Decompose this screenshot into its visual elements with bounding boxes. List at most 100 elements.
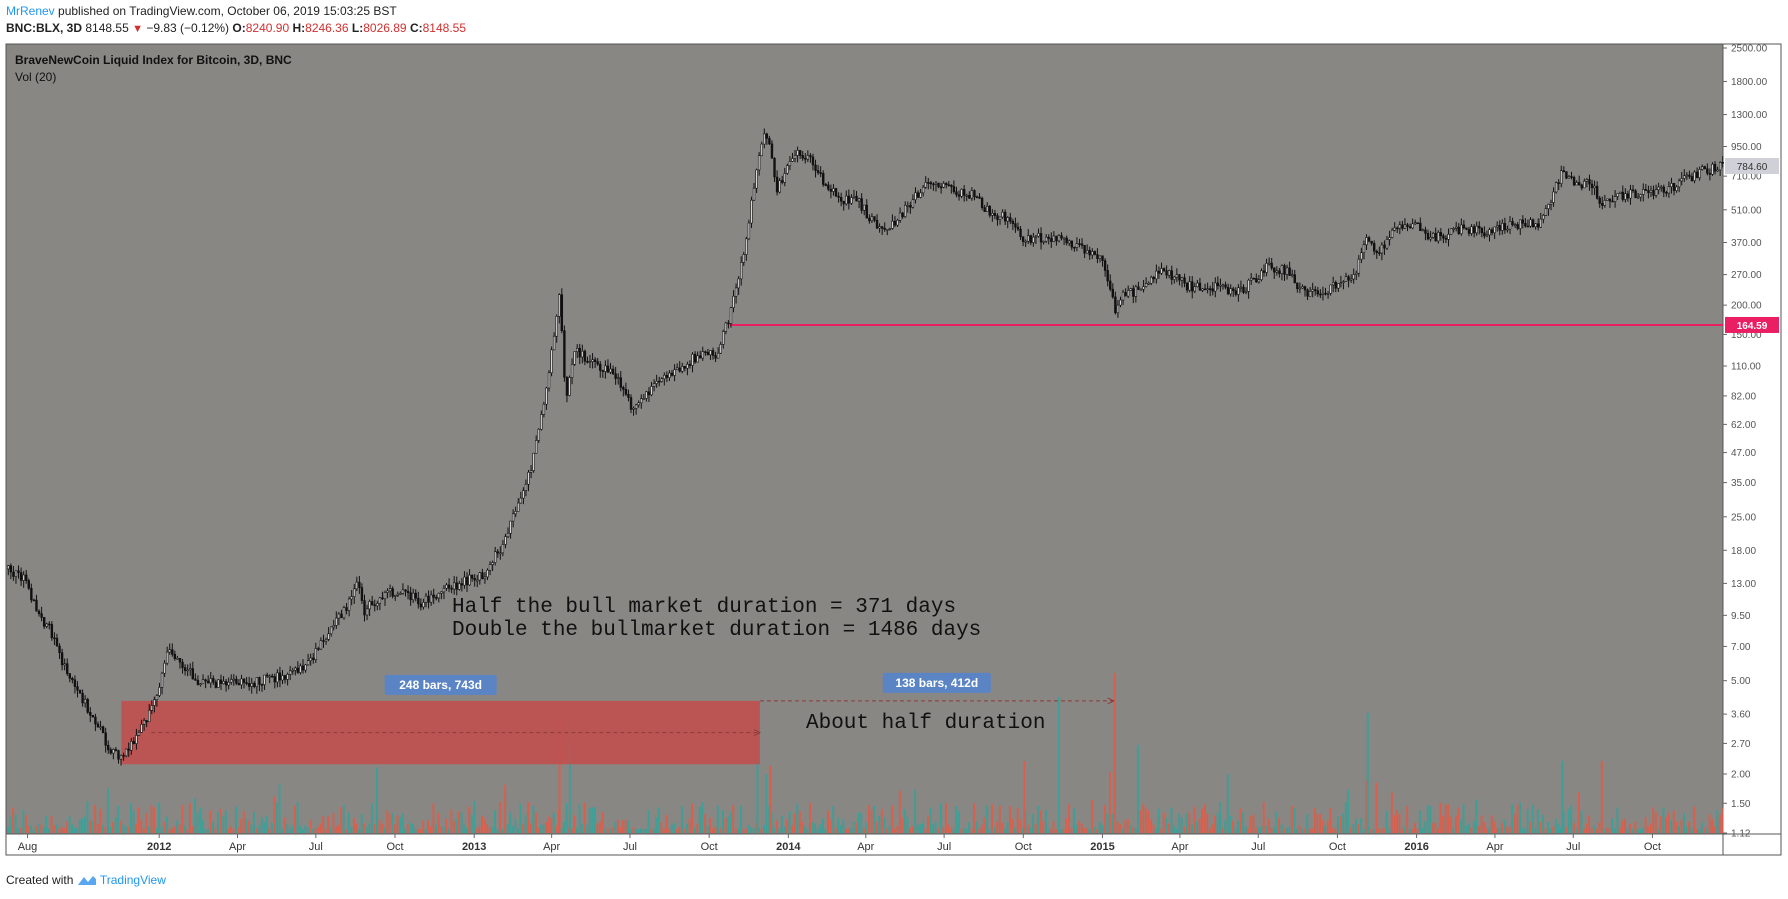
- volume-bar: [911, 826, 914, 833]
- volume-bar: [324, 828, 327, 833]
- candle-body: [319, 640, 323, 650]
- volume-bar: [1688, 821, 1691, 833]
- volume-bar: [1580, 810, 1583, 833]
- chart-area[interactable]: 2500.00 1800.00 1300.00 950.00 710.00 510.00 3…: [0, 0, 1788, 870]
- candle-body: [1306, 289, 1309, 297]
- candle-body: [30, 587, 33, 601]
- volume-bar: [1634, 821, 1637, 833]
- volume-bar: [1659, 815, 1662, 833]
- y-tick-label: 2.70: [1731, 739, 1751, 750]
- candle-body: [332, 625, 335, 628]
- candle-body: [609, 368, 612, 373]
- candle-body: [634, 404, 638, 409]
- author-link[interactable]: MrRenev: [6, 4, 55, 18]
- volume-bar: [1411, 828, 1414, 833]
- volume-bar: [1173, 825, 1175, 833]
- volume-bar: [814, 823, 817, 833]
- candle-body: [1616, 193, 1619, 197]
- candle-body: [939, 186, 943, 189]
- volume-bar: [250, 824, 253, 833]
- volume-spike-bar: [558, 717, 561, 833]
- volume-bar: [1075, 825, 1078, 833]
- candle-body: [524, 483, 528, 491]
- candle-body: [839, 197, 843, 202]
- volume-bar: [401, 813, 404, 833]
- candle-body: [1229, 288, 1232, 295]
- candle-body: [1132, 288, 1135, 297]
- candle-body: [983, 207, 986, 212]
- volume-bar: [1349, 827, 1352, 833]
- candle-body: [1534, 223, 1537, 228]
- close-label: C:: [409, 21, 423, 35]
- volume-bar: [470, 814, 473, 833]
- volume-bar: [309, 820, 312, 833]
- candle-body: [606, 365, 610, 373]
- candle-body: [224, 681, 228, 686]
- candle-body: [927, 182, 930, 184]
- candle-body: [1521, 219, 1525, 224]
- volume-bar: [311, 828, 314, 833]
- candle-body: [337, 613, 341, 619]
- x-tick-label: Jul: [937, 841, 951, 853]
- candle-body: [509, 520, 512, 534]
- candle-body: [627, 394, 630, 398]
- volume-bar: [975, 821, 978, 833]
- volume-bar: [1444, 804, 1447, 833]
- volume-bar: [335, 826, 337, 833]
- volume-bar: [796, 803, 799, 833]
- candle-body: [1016, 226, 1020, 230]
- candle-body: [847, 195, 851, 204]
- volume-bar: [944, 803, 947, 833]
- volume-bar: [542, 824, 545, 833]
- candle-body: [1321, 292, 1325, 295]
- volume-bar: [1572, 822, 1575, 833]
- candle-body: [986, 205, 989, 212]
- candle-body: [247, 683, 251, 687]
- volume-bar: [142, 828, 145, 833]
- candle-body: [173, 653, 177, 659]
- candle-body: [1129, 288, 1132, 291]
- tradingview-link[interactable]: TradingView: [99, 873, 166, 887]
- candle-body: [176, 658, 179, 660]
- candle-body: [63, 663, 66, 666]
- candle-body: [675, 367, 679, 371]
- volume-bar: [1270, 827, 1273, 833]
- candle-body: [642, 398, 646, 400]
- volume-bar: [1126, 818, 1129, 833]
- volume-bar: [222, 816, 225, 833]
- volume-bar: [1401, 828, 1404, 833]
- volume-bar: [927, 815, 929, 833]
- candle-body: [396, 593, 400, 596]
- volume-bar: [870, 809, 873, 833]
- candle-body: [153, 699, 156, 706]
- candle-body: [258, 677, 261, 685]
- volume-bar: [565, 803, 568, 833]
- candle-body: [89, 712, 92, 716]
- volume-bar: [153, 807, 156, 833]
- volume-bar: [1306, 814, 1309, 833]
- candle-body: [1506, 228, 1509, 231]
- candle-body: [1565, 171, 1568, 179]
- candle-body: [570, 364, 574, 378]
- volume-bar: [1483, 822, 1486, 833]
- candle-body: [586, 360, 589, 363]
- volume-bar: [119, 820, 122, 833]
- candle-body: [363, 600, 366, 616]
- volume-bar: [627, 821, 630, 833]
- candle-body: [1665, 191, 1668, 194]
- candle-body: [1308, 291, 1312, 297]
- candle-body: [32, 599, 36, 602]
- candle-body: [763, 133, 766, 145]
- volume-bar: [465, 828, 468, 833]
- volume-bar: [186, 828, 189, 833]
- candle-body: [552, 335, 556, 351]
- candle-body: [1334, 281, 1337, 289]
- candle-body: [314, 648, 318, 660]
- volume-bar: [1326, 820, 1329, 833]
- candle-body: [104, 732, 107, 746]
- volume-bar: [1142, 804, 1145, 833]
- candle-body: [599, 363, 602, 371]
- volume-bar: [1711, 819, 1714, 833]
- candle-body: [1037, 233, 1040, 237]
- volume-bar: [962, 827, 965, 833]
